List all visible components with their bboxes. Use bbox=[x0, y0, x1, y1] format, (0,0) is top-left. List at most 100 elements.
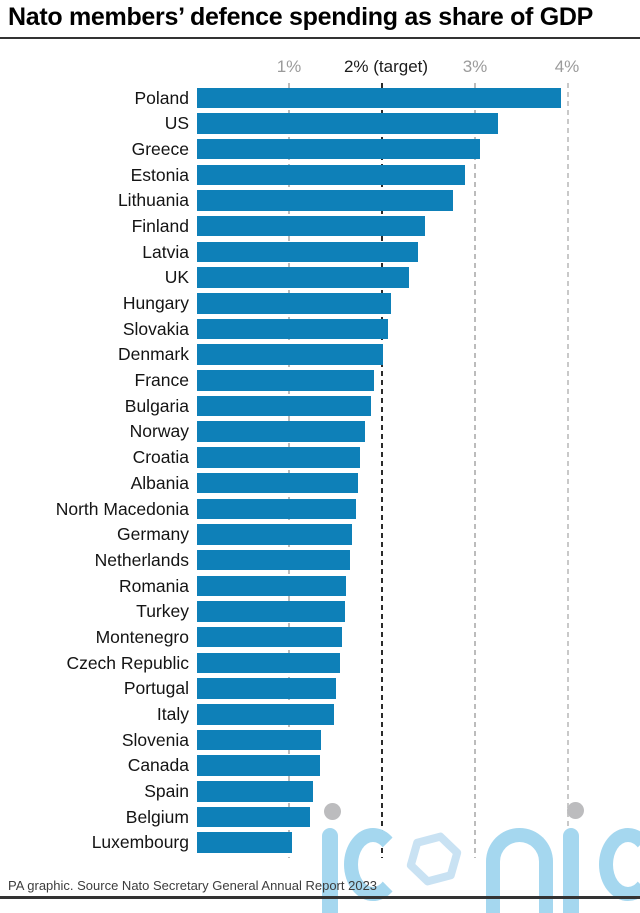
bar-row: North Macedonia bbox=[0, 498, 640, 525]
bar-row: Belgium bbox=[0, 806, 640, 833]
country-label: Norway bbox=[129, 421, 189, 442]
x-tick-2pct-target: 2% (target) bbox=[343, 57, 429, 76]
target-line-2pct bbox=[381, 83, 383, 858]
country-label: Slovakia bbox=[122, 318, 189, 339]
country-label: Finland bbox=[131, 215, 189, 236]
bar-greece bbox=[197, 138, 480, 160]
country-label: Turkey bbox=[136, 601, 189, 622]
country-label: Estonia bbox=[130, 164, 189, 185]
gridline-1pct bbox=[288, 83, 290, 858]
country-label: Greece bbox=[131, 138, 189, 159]
bar-czech-republic bbox=[197, 652, 340, 674]
country-label: Italy bbox=[156, 704, 189, 724]
bar-estonia bbox=[197, 164, 465, 186]
country-label: Romania bbox=[118, 575, 189, 596]
bar-row: Finland bbox=[0, 215, 640, 242]
bar-row: Italy bbox=[0, 704, 640, 730]
bar-croatia bbox=[197, 447, 361, 468]
bar-row: Croatia bbox=[0, 447, 640, 473]
country-label: Czech Republic bbox=[66, 652, 189, 673]
country-label: Poland bbox=[134, 87, 190, 108]
bar-romania bbox=[197, 575, 347, 597]
bar-spain bbox=[197, 781, 313, 802]
gridline-4pct bbox=[567, 83, 569, 858]
x-tick-3pct: 3% bbox=[462, 57, 488, 76]
country-label: Spain bbox=[144, 781, 189, 802]
bar-row: Greece bbox=[0, 138, 640, 165]
bar-row: Bulgaria bbox=[0, 395, 640, 422]
country-label: Denmark bbox=[118, 344, 189, 365]
bar-luxembourg bbox=[197, 832, 292, 853]
country-label: Luxembourg bbox=[91, 832, 189, 853]
bar-us bbox=[197, 113, 498, 134]
bar-canada bbox=[197, 755, 321, 776]
country-label: Germany bbox=[117, 524, 189, 545]
country-label: Hungary bbox=[122, 293, 189, 313]
bar-row: Lithuania bbox=[0, 190, 640, 216]
bar-netherlands bbox=[197, 549, 350, 571]
bar-row: Poland bbox=[0, 87, 640, 114]
bar-north-macedonia bbox=[197, 498, 356, 519]
bar-row: Portugal bbox=[0, 678, 640, 704]
bar-albania bbox=[197, 472, 359, 494]
country-label: Netherlands bbox=[94, 549, 189, 570]
bar-row: Norway bbox=[0, 421, 640, 447]
bar-row: US bbox=[0, 113, 640, 139]
bar-latvia bbox=[197, 241, 418, 263]
bar-turkey bbox=[197, 601, 345, 622]
bar-row: Netherlands bbox=[0, 549, 640, 576]
country-label: Canada bbox=[127, 755, 189, 776]
bar-norway bbox=[197, 421, 365, 442]
bar-bulgaria bbox=[197, 395, 372, 417]
country-label: Croatia bbox=[132, 447, 189, 468]
country-label: Latvia bbox=[142, 241, 189, 262]
country-label: Lithuania bbox=[117, 190, 189, 211]
country-label: Montenegro bbox=[95, 626, 189, 647]
bar-belgium bbox=[197, 806, 311, 828]
country-label: Portugal bbox=[123, 678, 189, 699]
bar-portugal bbox=[197, 678, 337, 699]
bottom-divider bbox=[0, 896, 640, 899]
bar-row: Estonia bbox=[0, 164, 640, 191]
bar-germany bbox=[197, 524, 352, 545]
country-label: Belgium bbox=[125, 806, 189, 827]
bar-row: Romania bbox=[0, 575, 640, 602]
country-label: UK bbox=[164, 267, 189, 288]
bar-row: Denmark bbox=[0, 344, 640, 370]
bar-row: UK bbox=[0, 267, 640, 293]
country-label: Bulgaria bbox=[124, 395, 189, 416]
bar-row: Slovenia bbox=[0, 729, 640, 756]
bar-uk bbox=[197, 267, 410, 288]
bar-row: Slovakia bbox=[0, 318, 640, 345]
source-note: PA graphic. Source Nato Secretary Genera… bbox=[8, 878, 378, 893]
bar-denmark bbox=[197, 344, 384, 365]
page-title: Nato members’ defence spending as share … bbox=[8, 3, 593, 31]
bar-lithuania bbox=[197, 190, 453, 211]
country-label: Slovenia bbox=[121, 729, 189, 750]
bar-row: Latvia bbox=[0, 241, 640, 268]
bar-row: Canada bbox=[0, 755, 640, 781]
bar-row: Turkey bbox=[0, 601, 640, 627]
bar-poland bbox=[197, 87, 561, 108]
bar-row: Spain bbox=[0, 781, 640, 807]
bar-row: Germany bbox=[0, 524, 640, 550]
title-divider bbox=[0, 37, 640, 39]
bar-rows: Poland US Greece Estonia Lithuania Finland Lat… bbox=[0, 87, 640, 859]
bar-row: Montenegro bbox=[0, 626, 640, 653]
bar-row: Czech Republic bbox=[0, 652, 640, 679]
x-tick-4pct: 4% bbox=[554, 57, 580, 76]
bar-montenegro bbox=[197, 626, 342, 648]
bar-row: Luxembourg bbox=[0, 832, 640, 858]
country-label: France bbox=[134, 370, 189, 391]
bar-slovakia bbox=[197, 318, 389, 340]
bar-row: France bbox=[0, 370, 640, 396]
country-label: Albania bbox=[130, 472, 189, 493]
bar-row: Albania bbox=[0, 472, 640, 499]
bar-finland bbox=[197, 215, 426, 237]
bar-slovenia bbox=[197, 729, 322, 751]
country-label: US bbox=[164, 113, 189, 134]
bar-row: Hungary bbox=[0, 293, 640, 319]
x-tick-1pct: 1% bbox=[276, 57, 302, 76]
country-label: North Macedonia bbox=[55, 498, 189, 519]
bar-france bbox=[197, 370, 375, 391]
